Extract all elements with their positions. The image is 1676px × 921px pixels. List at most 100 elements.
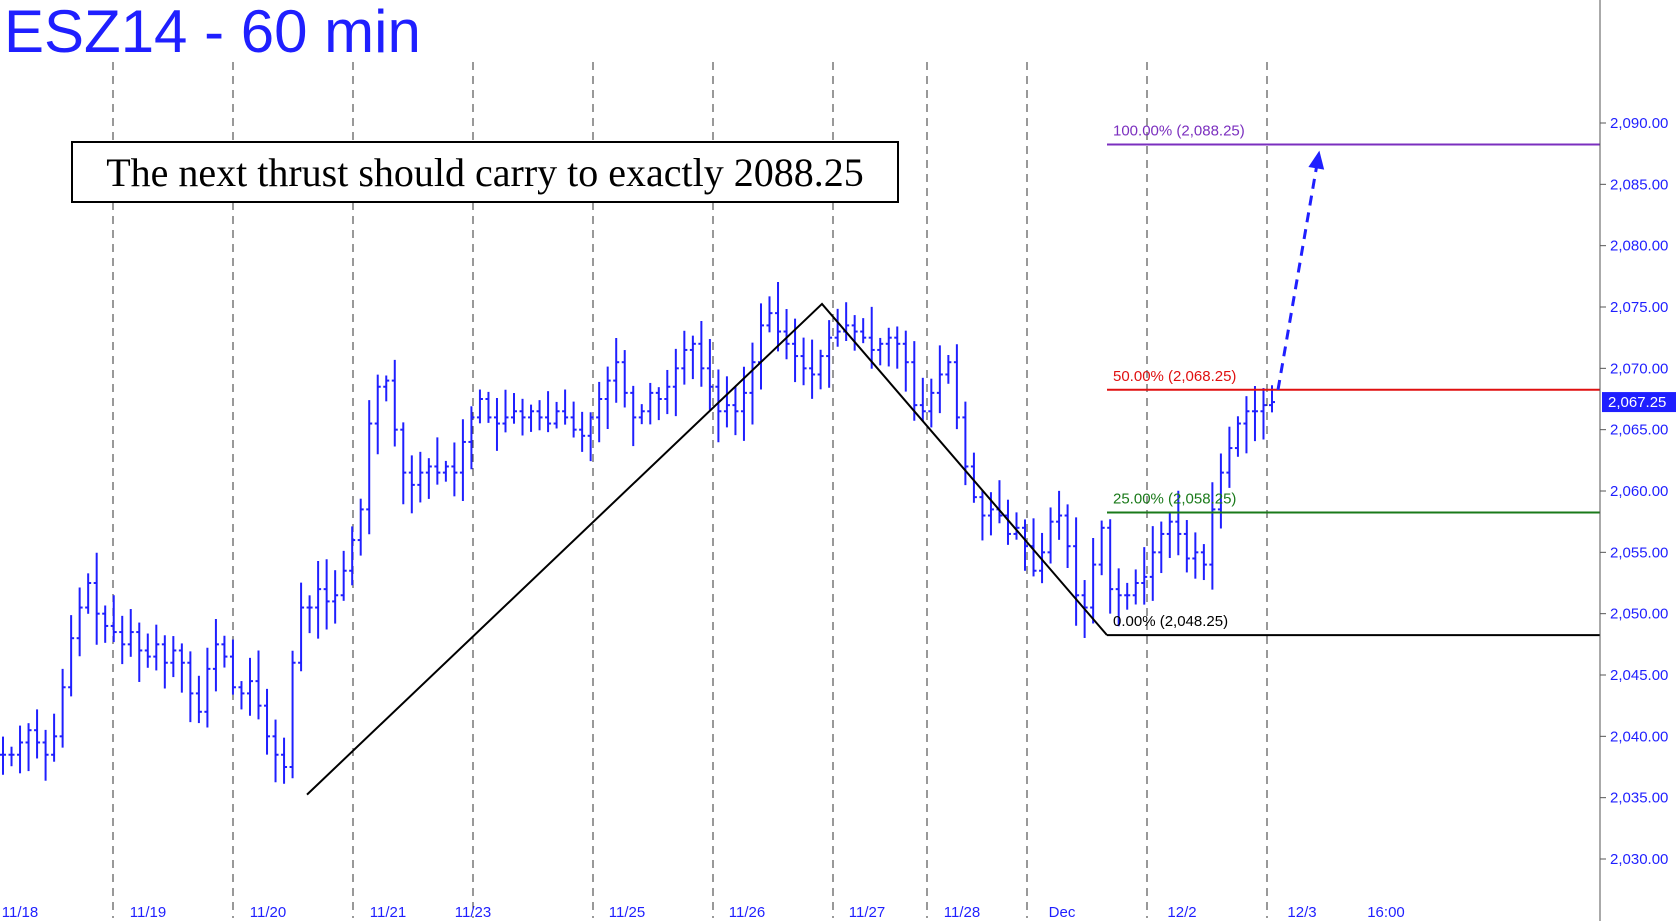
date-tick-label: 12/3: [1287, 904, 1316, 921]
price-bar: [1234, 416, 1241, 457]
price-bar: [272, 719, 279, 783]
price-bar: [570, 401, 577, 438]
price-bar: [357, 498, 364, 556]
price-bar: [1013, 512, 1020, 540]
price-bar: [545, 391, 552, 433]
price-bar: [17, 725, 24, 774]
price-bar: [664, 369, 671, 415]
price-bar: [706, 338, 713, 410]
price-bar: [442, 460, 449, 482]
price-bars: [0, 281, 1275, 784]
price-bar: [800, 337, 807, 386]
projection-arrow: [1276, 150, 1325, 391]
price-bar: [476, 389, 483, 424]
price-bar: [417, 451, 424, 503]
price-bar: [451, 442, 458, 497]
price-bar: [1115, 568, 1122, 627]
price-bar: [493, 397, 500, 451]
price-bar: [383, 375, 390, 402]
last-price-label: 2,067.25: [1608, 394, 1666, 411]
price-bar: [212, 618, 219, 692]
price-bar: [119, 615, 126, 665]
projection-arrowhead: [1308, 150, 1325, 170]
price-bar: [93, 552, 100, 645]
price-tick-label: 2,040.00: [1610, 728, 1668, 745]
price-tick-label: 2,060.00: [1610, 483, 1668, 500]
price-bar: [536, 400, 543, 431]
price-bar: [434, 437, 441, 485]
price-bar: [306, 595, 313, 634]
price-bar: [860, 318, 867, 344]
price-bar: [511, 393, 518, 424]
price-bar: [630, 385, 637, 447]
date-tick-label: 11/19: [130, 904, 166, 921]
price-bar: [204, 647, 211, 728]
price-bar: [1064, 504, 1071, 569]
price-bar: [1166, 513, 1173, 558]
price-bar: [1124, 582, 1131, 610]
price-bar: [76, 587, 83, 657]
price-bar: [1209, 482, 1216, 590]
price-bar: [562, 389, 569, 425]
date-tick-label: 11/21: [370, 904, 406, 921]
price-bar: [85, 573, 92, 614]
price-bar: [579, 411, 586, 452]
price-bar: [1039, 532, 1046, 584]
price-bar: [51, 713, 58, 762]
price-bar: [953, 344, 960, 430]
price-bar: [1098, 520, 1105, 576]
price-bar: [979, 490, 986, 541]
price-bar: [425, 458, 432, 499]
price-bar: [178, 643, 185, 693]
price-bar: [68, 615, 75, 697]
price-bar: [698, 321, 705, 387]
price-bar: [1149, 526, 1156, 601]
price-bar: [519, 398, 526, 436]
price-bar: [170, 636, 177, 678]
price-bar: [817, 349, 824, 390]
price-bar: [459, 419, 466, 501]
price-bar: [229, 639, 236, 695]
price-bar: [749, 342, 756, 425]
price-bar: [970, 452, 977, 503]
price-bar: [349, 526, 356, 586]
fib-level-label: 50.00% (2,068.25): [1113, 368, 1236, 385]
price-bar: [834, 308, 841, 347]
price-bar: [1056, 490, 1063, 540]
date-tick-label: 11/18: [2, 904, 38, 921]
price-bar: [366, 400, 373, 535]
date-axis: 11/18 11/19 11/20 11/21 11/23 11/25 11/26 11/27…: [2, 904, 1405, 921]
price-bar: [102, 605, 109, 643]
price-bar: [238, 681, 245, 710]
price-bar: [1132, 569, 1139, 605]
fib-level-label: 25.00% (2,058.25): [1113, 490, 1236, 507]
price-bar: [919, 377, 926, 421]
price-bar: [1217, 453, 1224, 529]
price-bar: [681, 330, 688, 385]
price-tick-label: 2,045.00: [1610, 667, 1668, 684]
price-bar: [42, 729, 49, 781]
price-bar: [1183, 520, 1190, 573]
price-bar: [485, 391, 492, 423]
price-bar: [400, 422, 407, 505]
price-bar: [1107, 519, 1114, 614]
price-bar: [902, 330, 909, 392]
fibonacci-levels: 100.00% (2,088.25) 50.00% (2,068.25) 25.00…: [1107, 122, 1600, 637]
date-tick-label: Dec: [1049, 904, 1076, 921]
price-bar: [187, 651, 194, 723]
price-tick-label: 2,070.00: [1610, 360, 1668, 377]
price-bar: [1226, 426, 1233, 488]
price-tick-label: 2,080.00: [1610, 238, 1668, 255]
price-bar: [34, 709, 41, 759]
price-bar: [0, 736, 6, 775]
price-bar: [161, 635, 168, 689]
price-bar: [1192, 532, 1199, 579]
price-bar: [894, 326, 901, 369]
price-bar: [877, 337, 884, 366]
fib-level-label: 0.00% (2,048.25): [1113, 613, 1228, 630]
price-bar: [1141, 547, 1148, 605]
price-bar: [1251, 386, 1258, 442]
chart-title: ESZ14 - 60 min: [4, 0, 421, 65]
price-bar: [647, 382, 654, 425]
last-price-tag: [1602, 392, 1676, 413]
